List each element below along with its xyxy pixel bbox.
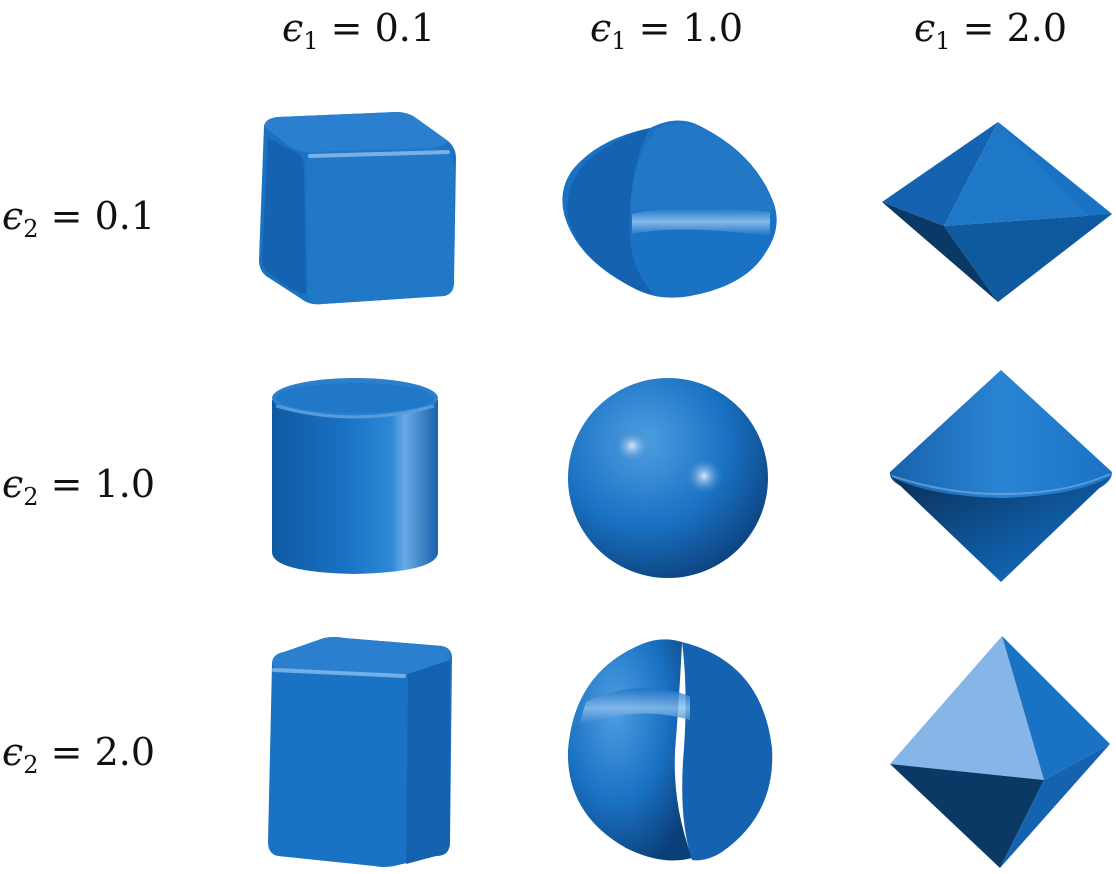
epsilon-symbol: ϵ: [282, 6, 304, 50]
octahedron-shape: [882, 122, 1112, 302]
row-label-2: ϵ2 = 1.0: [2, 462, 155, 511]
column-label-2: ϵ1 = 1.0: [590, 6, 743, 55]
subscript: 1: [935, 27, 951, 55]
equals: =: [38, 194, 95, 238]
subscript: 2: [23, 483, 39, 511]
rounded-cube-shape: [259, 112, 456, 305]
column-label-1: ϵ1 = 0.1: [282, 6, 435, 55]
value: 1.0: [682, 6, 744, 50]
value: 2.0: [94, 730, 156, 774]
rounded-box-shape: [268, 637, 452, 867]
epsilon-symbol: ϵ: [2, 730, 24, 774]
row-label-3: ϵ2 = 2.0: [2, 730, 155, 779]
cylinder-shape: [272, 378, 438, 574]
double-cone-shape: [889, 370, 1112, 582]
epsilon-symbol: ϵ: [2, 194, 24, 238]
lens-barrel-shape: [562, 120, 777, 298]
epsilon-symbol: ϵ: [2, 462, 24, 506]
equals: =: [38, 730, 95, 774]
faceted-octahedron-shape: [890, 636, 1110, 868]
subscript: 1: [303, 27, 319, 55]
subscript: 2: [23, 215, 39, 243]
column-label-3: ϵ1 = 2.0: [914, 6, 1067, 55]
split-sphere-shape: [567, 639, 773, 861]
equals: =: [318, 6, 375, 50]
value: 0.1: [94, 194, 156, 238]
value: 0.1: [374, 6, 436, 50]
subscript: 2: [23, 751, 39, 779]
epsilon-symbol: ϵ: [590, 6, 612, 50]
subscript: 1: [611, 27, 627, 55]
equals: =: [950, 6, 1007, 50]
epsilon-symbol: ϵ: [914, 6, 936, 50]
row-label-1: ϵ2 = 0.1: [2, 194, 155, 243]
sphere-shape: [568, 378, 768, 578]
value: 2.0: [1006, 6, 1068, 50]
equals: =: [626, 6, 683, 50]
value: 1.0: [94, 462, 156, 506]
equals: =: [38, 462, 95, 506]
